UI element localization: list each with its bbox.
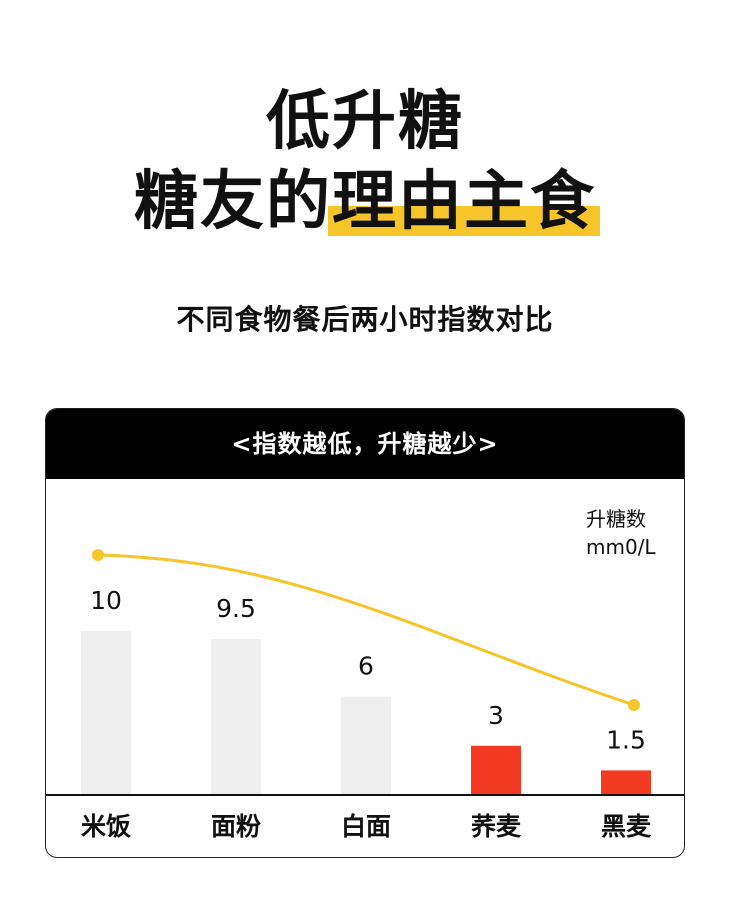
value-label-4: 3: [488, 701, 504, 730]
category-label-5: 黑麦: [601, 812, 652, 841]
page-title-line1: 低升糖: [266, 85, 464, 159]
category-label-4: 荞麦: [471, 812, 522, 841]
category-label-2: 面粉: [211, 812, 261, 841]
y-unit-label: 升糖数 mm0/L: [586, 505, 682, 561]
chart-card: <指数越低，升糖越少> 升糖数 mm0/L 10 米饭 9.5 面粉 6 白面 3 荞麦 1.5…: [45, 408, 685, 858]
page-title-line2: 糖友的理由主食: [0, 162, 730, 242]
bar-5: [601, 770, 651, 795]
trend-curve: [97, 553, 635, 707]
bar-2: [211, 639, 261, 795]
bar-chart: 10 米饭 9.5 面粉 6 白面 3 荞麦 1.5 黑麦: [46, 549, 684, 841]
title-highlight-text: 理由主食: [328, 162, 600, 242]
category-label-3: 白面: [341, 812, 391, 841]
trend-end-dot: [628, 699, 640, 711]
trend-start-dot: [92, 549, 104, 561]
value-label-1: 10: [90, 586, 122, 615]
y-unit-line2: mm0/L: [586, 535, 656, 559]
bar-4: [471, 745, 521, 795]
value-label-3: 6: [358, 652, 374, 681]
bar-3: [341, 696, 391, 795]
value-label-5: 1.5: [606, 725, 646, 754]
bar-1: [81, 631, 131, 795]
title-plain-text: 糖友的: [134, 165, 332, 239]
chart-banner: <指数越低，升糖越少>: [46, 409, 684, 479]
y-unit-line1: 升糖数: [586, 507, 646, 531]
page-subtitle: 不同食物餐后两小时指数对比: [176, 303, 554, 336]
category-label-1: 米饭: [81, 812, 131, 841]
value-label-2: 9.5: [216, 594, 256, 623]
